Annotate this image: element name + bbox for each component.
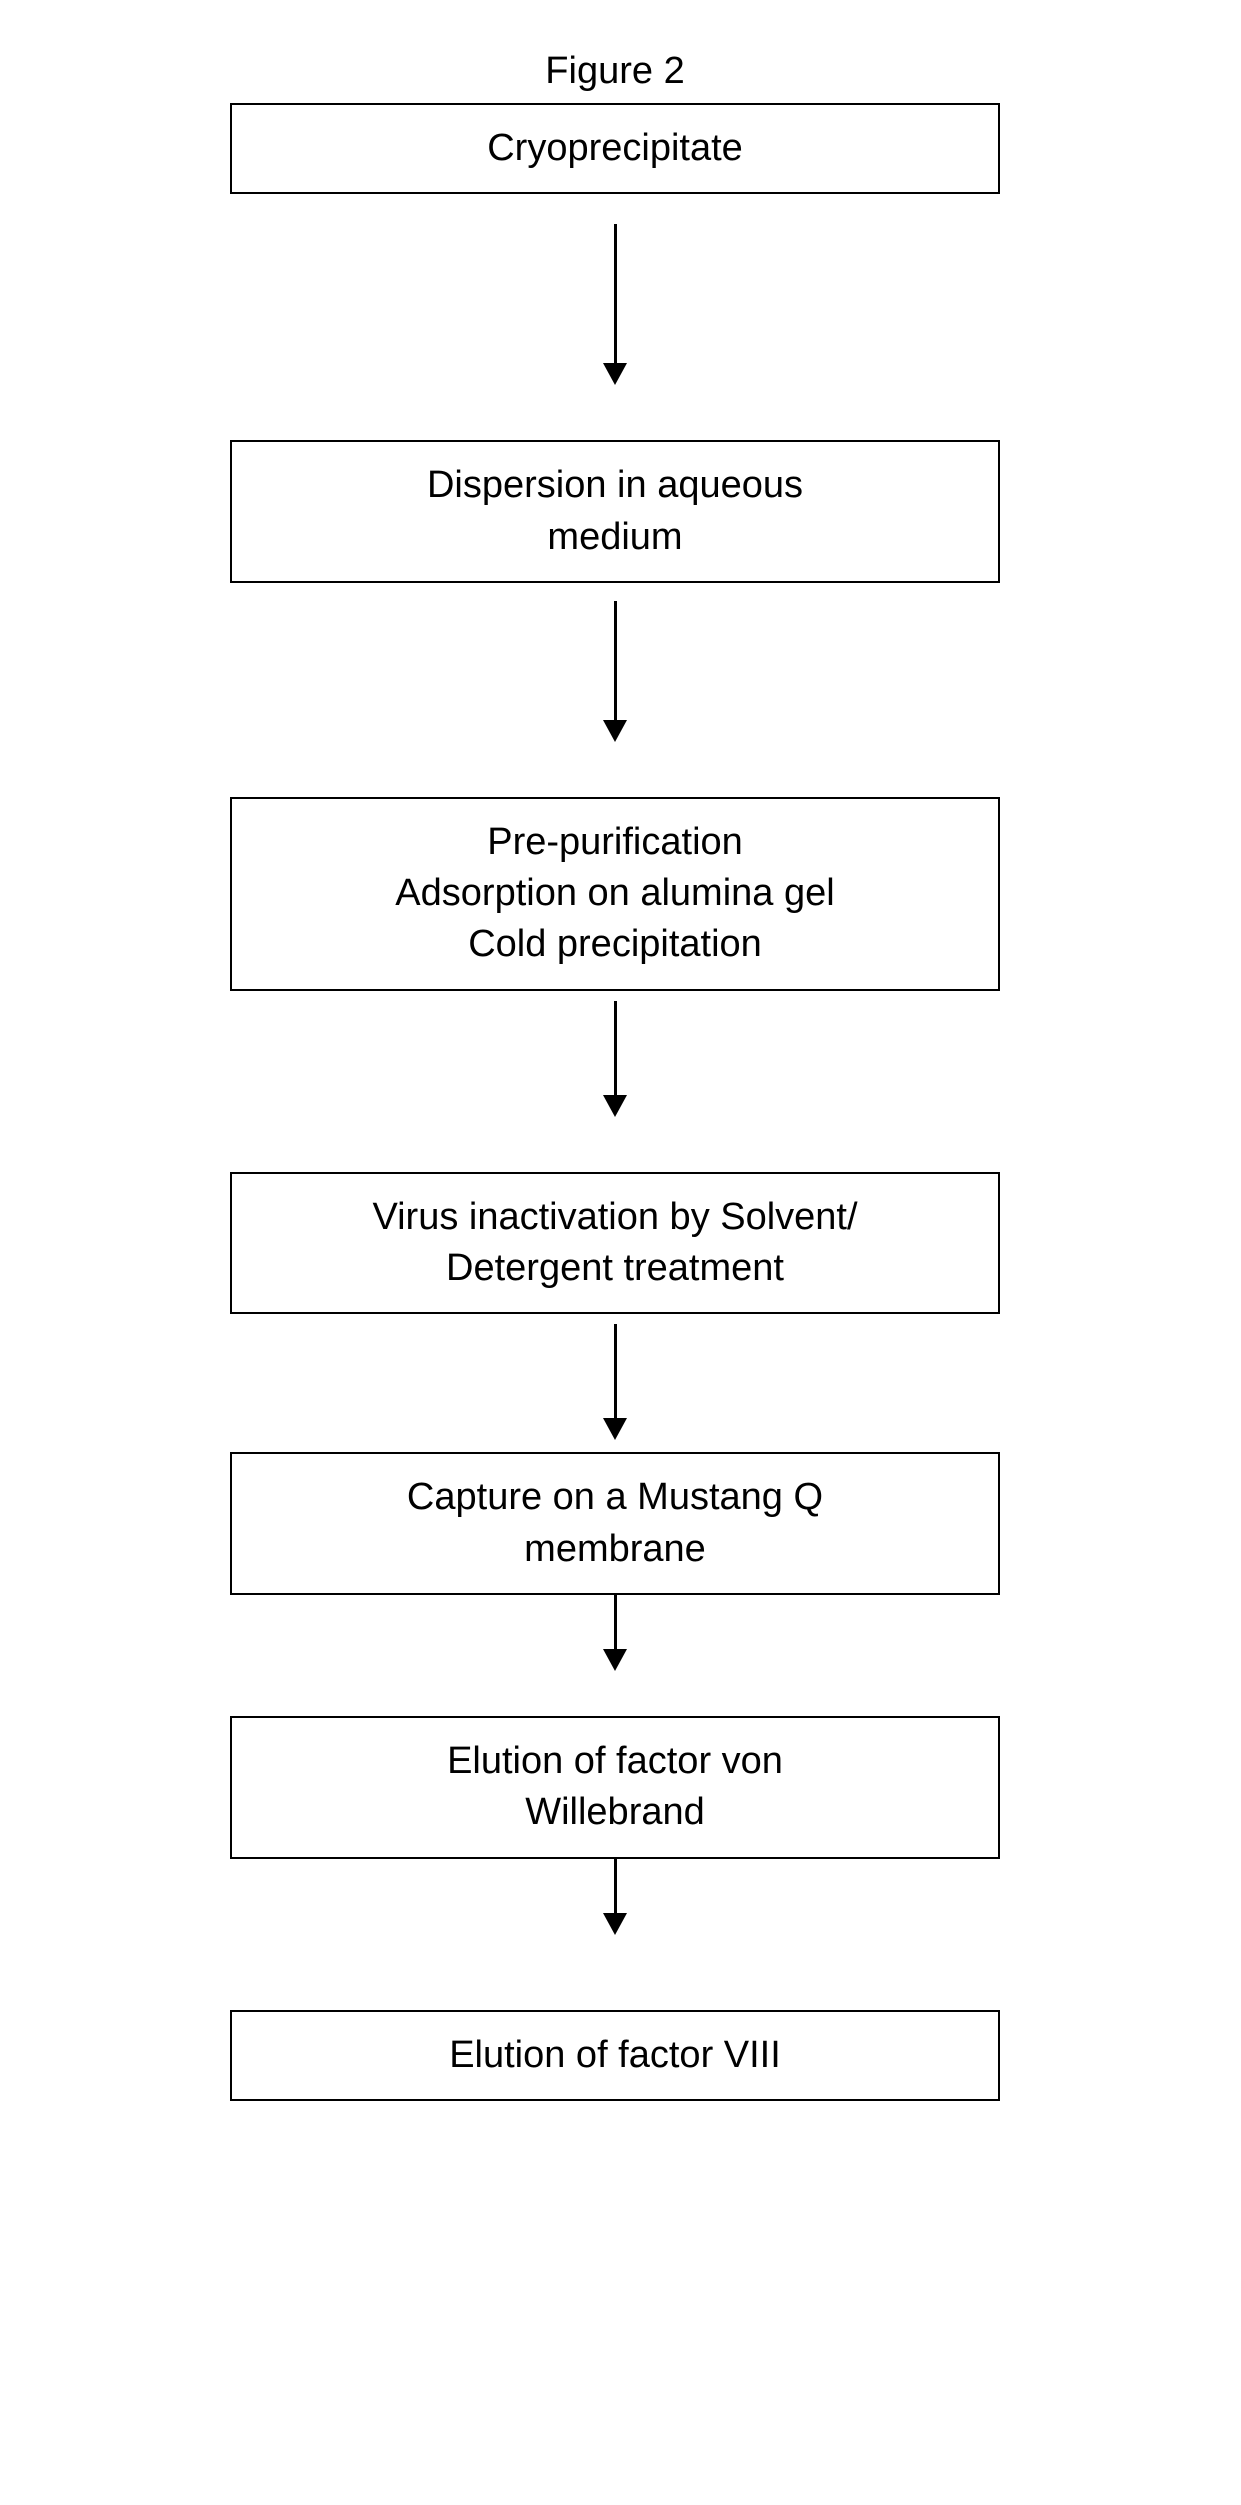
flow-box-text: Elution of factor VIII	[449, 2030, 781, 2081]
flow-box-text: Elution of factor von	[447, 1736, 783, 1787]
flow-arrow-0	[603, 224, 627, 385]
flow-arrow-4	[603, 1595, 627, 1671]
flow-box-2: Pre-purification Adsorption on alumina g…	[230, 797, 1000, 991]
flow-box-3: Virus inactivation by Solvent/ Detergent…	[230, 1172, 1000, 1315]
flow-box-1: Dispersion in aqueous medium	[230, 440, 1000, 583]
flow-arrow-5	[603, 1859, 627, 1935]
flow-box-text: Cold precipitation	[468, 919, 762, 970]
flow-arrow-1	[603, 601, 627, 742]
flow-box-text: Dispersion in aqueous	[427, 460, 803, 511]
flow-box-4: Capture on a Mustang Q membrane	[230, 1452, 1000, 1595]
flow-box-text: Capture on a Mustang Q	[407, 1472, 823, 1523]
figure-title: Figure 2	[545, 50, 684, 93]
flowchart-container: Figure 2 Cryoprecipitate Dispersion in a…	[230, 50, 1000, 2101]
flow-box-text: membrane	[524, 1524, 706, 1575]
flow-arrow-2	[603, 1001, 627, 1117]
flow-box-text: Adsorption on alumina gel	[395, 868, 834, 919]
flow-box-5: Elution of factor von Willebrand	[230, 1716, 1000, 1859]
flow-box-text: medium	[547, 512, 682, 563]
flow-box-text: Willebrand	[525, 1787, 705, 1838]
flow-arrow-3	[603, 1324, 627, 1440]
flow-box-text: Virus inactivation by Solvent/	[372, 1192, 857, 1243]
flow-box-6: Elution of factor VIII	[230, 2010, 1000, 2101]
flow-box-text: Pre-purification	[487, 817, 743, 868]
flow-box-0: Cryoprecipitate	[230, 103, 1000, 194]
flow-box-text: Detergent treatment	[446, 1243, 784, 1294]
flow-box-text: Cryoprecipitate	[487, 123, 743, 174]
